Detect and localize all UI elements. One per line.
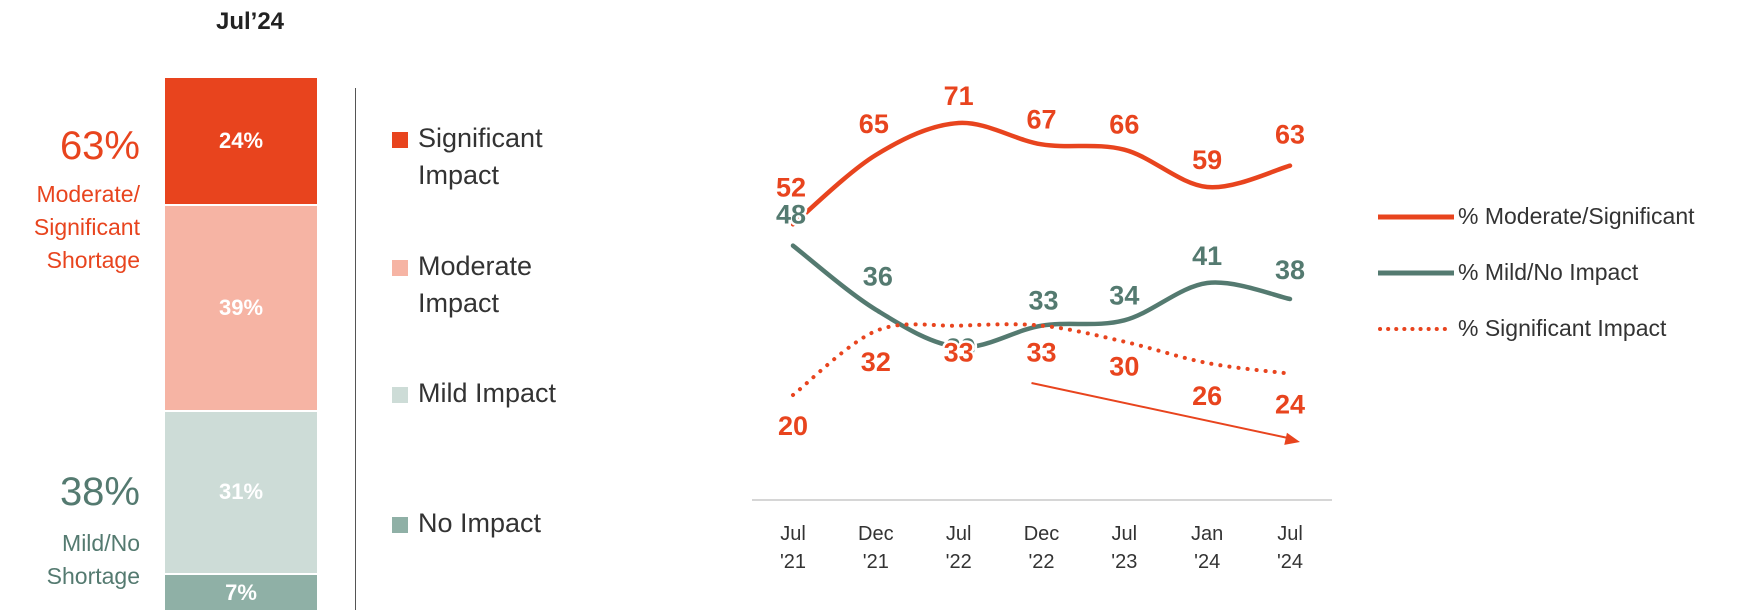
legend-swatch-moderate — [392, 260, 408, 276]
x-tick-label: '24 — [1277, 551, 1303, 573]
data-label: 33 — [1028, 286, 1058, 316]
data-label: 48 — [776, 200, 806, 230]
data-label: 71 — [944, 81, 974, 111]
summary-top-pct: 63% — [59, 124, 140, 168]
legend-line-solid-green — [1378, 270, 1454, 275]
summary-top-label: Moderate/ Significant Shortage — [0, 178, 140, 277]
bar-segment-label: 7% — [225, 579, 257, 605]
summary-bottom-label: Mild/No Shortage — [0, 527, 140, 593]
legend-moderate-impact: Moderate Impact — [392, 248, 532, 322]
legend-swatch-mild — [392, 387, 408, 403]
x-tick-label: '22 — [1028, 551, 1054, 573]
x-tick-label: '24 — [1194, 551, 1220, 573]
chart-legend-label: % Significant Impact — [1458, 315, 1667, 341]
summary-top-line-3: Shortage — [46, 247, 140, 273]
data-label: 26 — [1192, 381, 1222, 411]
summary-top-line-1: Moderate/ — [36, 181, 140, 207]
x-tick-label: '21 — [863, 551, 889, 573]
legend-significant-impact: Significant Impact — [392, 120, 543, 194]
data-label: 66 — [1109, 110, 1139, 140]
legend-line: No Impact — [418, 508, 542, 538]
bar-segment: 31% — [165, 409, 317, 574]
legend-line: Impact — [418, 160, 500, 190]
legend-label: Significant Impact — [418, 120, 543, 194]
data-label: 33 — [944, 338, 974, 368]
data-label: 41 — [1192, 241, 1222, 271]
chart-legend-moderate-significant: % Moderate/Significant — [1378, 203, 1695, 230]
data-label: 33 — [1026, 338, 1056, 368]
data-label: 32 — [861, 347, 891, 377]
x-tick-label: Jul — [1277, 523, 1303, 545]
legend-label: Moderate Impact — [418, 248, 532, 322]
summary-bottom-line-1: Mild/No — [62, 530, 140, 556]
data-label: 34 — [1109, 280, 1139, 310]
chart-legend-label: % Moderate/Significant — [1458, 203, 1695, 229]
data-label: 52 — [776, 172, 806, 202]
series-line-2 — [791, 322, 1292, 397]
data-label: 30 — [1109, 352, 1139, 382]
x-tick-label: Jul — [946, 523, 972, 545]
data-label: 29 — [946, 333, 976, 363]
legend-line-dotted-orange — [1378, 326, 1454, 331]
bar-segment: 7% — [165, 573, 317, 610]
x-tick-label: '21 — [780, 551, 806, 573]
legend-label: Mild Impact — [418, 375, 556, 412]
legend-swatch-significant — [392, 132, 408, 148]
legend-line: Impact — [418, 288, 500, 318]
bar-segment-label: 31% — [218, 479, 264, 505]
legend-line: Moderate — [418, 251, 533, 281]
legend-line: Significant — [418, 123, 543, 153]
data-label: 38 — [1275, 255, 1305, 285]
trend-arrow-line — [1031, 382, 1289, 439]
legend-mild-impact: Mild Impact — [392, 375, 556, 412]
x-tick-label: Dec — [858, 523, 894, 545]
data-label: 36 — [863, 262, 893, 292]
bar-title: Jul’24 — [215, 8, 285, 35]
data-label: 67 — [1026, 104, 1056, 134]
bar-segment: 39% — [165, 204, 317, 410]
data-label: 24 — [1275, 390, 1305, 420]
divider-line — [355, 88, 356, 610]
data-label: 63 — [1275, 120, 1305, 150]
legend-no-impact: No Impact — [392, 505, 541, 542]
x-tick-label: Dec — [1024, 523, 1060, 545]
data-label: 65 — [859, 109, 889, 139]
legend-swatch-no-impact — [392, 517, 408, 533]
bar-segment-label: 39% — [218, 295, 264, 321]
chart-legend-significant: % Significant Impact — [1378, 315, 1666, 342]
chart-legend-label: % Mild/No Impact — [1458, 259, 1639, 285]
summary-top-line-2: Significant — [33, 214, 140, 240]
x-tick-label: '23 — [1111, 551, 1137, 573]
legend-line-solid-orange — [1378, 214, 1454, 219]
data-label: 59 — [1192, 145, 1222, 175]
summary-bottom-pct: 38% — [59, 470, 140, 514]
x-tick-label: Jul — [1112, 523, 1138, 545]
series-line-0 — [790, 120, 1293, 227]
trend-arrow-head — [1284, 432, 1300, 445]
legend-label: No Impact — [418, 505, 541, 542]
bar-segment-label: 24% — [218, 128, 264, 154]
legend-line: Mild Impact — [418, 378, 557, 408]
x-tick-label: Jan — [1191, 523, 1223, 545]
bar-segment: 24% — [165, 78, 317, 205]
data-label: 20 — [778, 411, 808, 441]
summary-bottom-line-2: Shortage — [46, 563, 140, 589]
chart-legend-mild-no: % Mild/No Impact — [1378, 259, 1638, 286]
x-tick-label: '22 — [946, 551, 972, 573]
x-tick-label: Jul — [780, 523, 806, 545]
